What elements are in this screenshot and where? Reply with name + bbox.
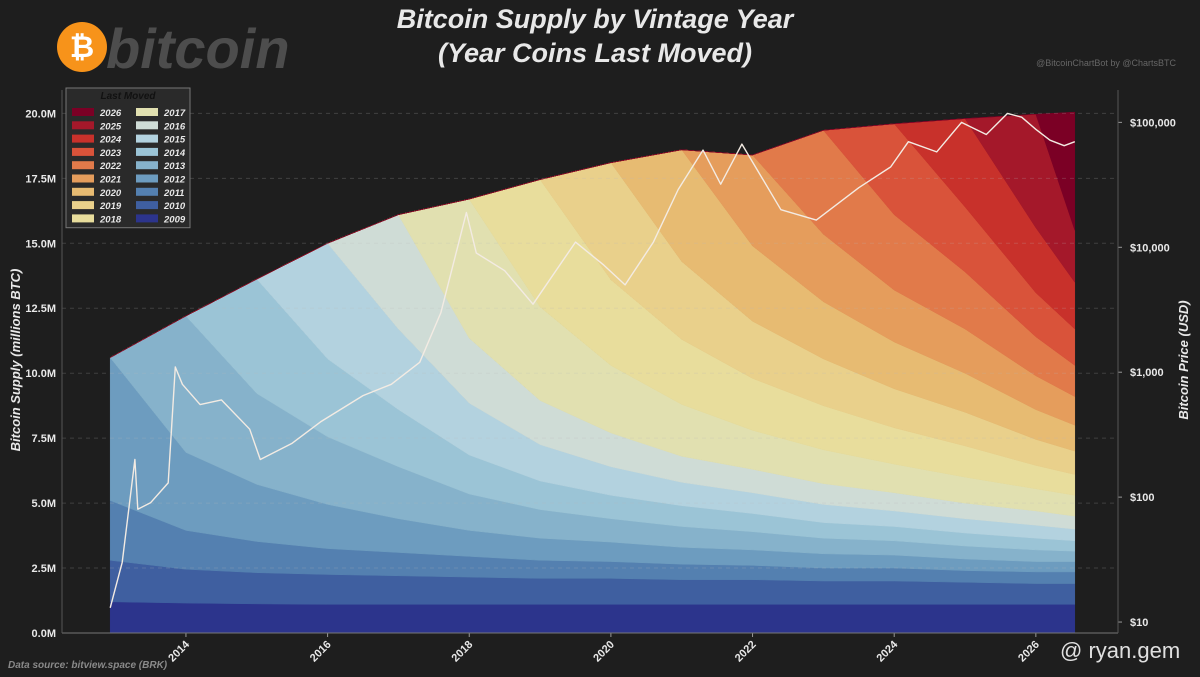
legend-label: 2011 [163,188,184,199]
area-band [109,601,1076,634]
legend-swatch [136,147,158,156]
legend-label: 2025 [99,121,122,132]
y2-tick-label: $1,000 [1130,367,1164,379]
legend-swatch [72,108,94,116]
legend-swatch [136,214,158,223]
legend-label: 2009 [163,214,186,225]
legend-swatch [72,134,94,143]
legend-swatch [72,121,94,130]
legend-swatch [136,187,158,196]
legend-swatch [136,161,158,170]
legend-swatch [72,214,94,223]
chart-title: Bitcoin Supply by Vintage Year [397,4,795,34]
y2-tick-label: $10,000 [1130,242,1170,254]
legend-label: 2018 [99,214,122,225]
y-tick-label: 5.0M [32,498,56,510]
source: Data source: bitview.space (BRK) [8,660,168,671]
legend-swatch [136,108,158,116]
y-tick-label: 7.5M [32,433,56,445]
legend-label: 2022 [99,161,122,172]
y-tick-label: 20.0M [25,108,56,120]
logo-icon [57,22,107,72]
legend-label: 2013 [163,161,186,172]
y-tick-label: 12.5M [25,303,56,315]
logo-symbol: ₿ [70,31,94,64]
y-tick-label: 10.0M [25,368,56,380]
legend-swatch [72,201,94,210]
legend-swatch [72,161,94,170]
legend-label: 2015 [163,135,186,146]
legend-label: 2023 [99,148,122,159]
y2-axis-label: Bitcoin Price (USD) [1176,300,1191,419]
legend-swatch [136,121,158,130]
legend-swatch [136,134,158,143]
y2-tick-label: $100 [1130,492,1154,504]
legend-swatch [136,174,158,183]
legend-swatch [136,201,158,210]
legend-swatch [72,187,94,196]
legend-label: 2012 [163,175,186,186]
credit: @BitcoinChartBot by @ChartsBTC [1036,58,1176,68]
y-tick-label: 2.5M [32,563,56,575]
legend-label: 2017 [163,108,186,119]
chart-subtitle: (Year Coins Last Moved) [438,38,752,68]
y-tick-label: 0.0M [32,628,56,640]
price-line [109,112,1076,608]
legend-label: 2024 [99,135,122,146]
legend-label: 2021 [99,175,121,186]
logo-text: bitcoin [106,17,290,80]
legend-label: 2010 [163,201,186,212]
y2-tick-label: $10 [1130,617,1148,629]
legend-swatch [72,147,94,156]
legend-label: 2019 [99,201,122,212]
legend-label: 2014 [163,148,186,159]
legend-swatch [72,174,94,183]
legend-label: 2016 [163,121,186,132]
y-axis-label: Bitcoin Supply (millions BTC) [8,269,23,452]
watermark: @ ryan.gem [1060,638,1180,663]
legend-label: 2020 [99,188,122,199]
y2-tick-label: $100,000 [1130,117,1176,129]
plot-area: 0.0M 2.5M 5.0M 7.5M 10.0M 12.5M 15.0M 17.5M 20.0… [25,90,1176,664]
area-band [110,111,1076,358]
legend-label: 2026 [99,108,122,119]
legend-title: Last Moved [100,91,156,102]
legend: Last Moved 2026 2025 2024 2023 2022 2021 2020 20… [65,87,191,229]
y-tick-label: 17.5M [25,173,56,185]
y-tick-label: 15.0M [25,238,56,250]
